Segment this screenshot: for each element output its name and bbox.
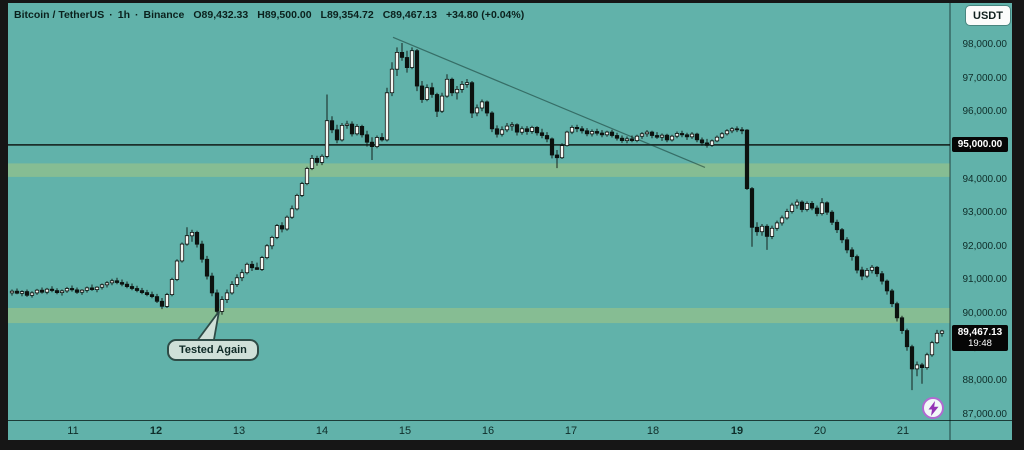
tested-again-callout[interactable]: Tested Again [167, 339, 259, 361]
candles [9, 43, 945, 391]
price-tick-label: 88,000.00 [962, 375, 1008, 386]
time-tick-label: 17 [564, 425, 578, 437]
time-tick-label: 19 [730, 425, 744, 437]
time-tick-label: 12 [149, 425, 163, 437]
time-tick-label: 15 [398, 425, 412, 437]
bar-countdown: 19:48 [968, 338, 992, 349]
legend-separator: · [109, 9, 113, 21]
ohlc-close: C89,467.13 [382, 9, 437, 21]
chart-background [8, 3, 1012, 440]
price-axis[interactable]: 98,000.00 97,000.00 96,000.00 95,000.00 94,0… [950, 3, 1012, 420]
price-tick-label: 90,000.00 [962, 308, 1008, 319]
time-tick-label: 16 [481, 425, 495, 437]
time-tick-label: 14 [315, 425, 329, 437]
time-axis[interactable]: 11 12 13 14 15 16 17 18 19 20 21 [8, 420, 1012, 441]
price-tick-label: 87,000.00 [962, 409, 1008, 420]
time-tick-label: 13 [232, 425, 246, 437]
interval-label: 1h [117, 9, 130, 21]
sr-zone-1[interactable] [8, 308, 950, 324]
time-tick-label: 18 [646, 425, 660, 437]
exchange-label: Binance [143, 9, 185, 21]
time-tick-label: 21 [896, 425, 910, 437]
ohlc-open: O89,432.33 [193, 9, 249, 21]
price-tick-label: 91,000.00 [962, 274, 1008, 285]
symbol-legend[interactable]: Bitcoin / TetherUS · 1h · Binance O89,43… [14, 8, 524, 22]
last-price-label: 89,467.13 19:48 [952, 325, 1008, 351]
sr-zone-0[interactable] [8, 163, 950, 177]
last-price-value: 89,467.13 [957, 327, 1003, 338]
price-change: +34.80 (+0.04%) [445, 9, 525, 21]
symbol-name: Bitcoin / TetherUS [14, 9, 105, 21]
price-tick-label: 97,000.00 [962, 73, 1008, 84]
highlighted-price-label[interactable]: 95,000.00 [952, 137, 1008, 152]
price-tick-label: 94,000.00 [962, 174, 1008, 185]
lightning-quick-trade-icon[interactable] [922, 397, 944, 419]
time-tick-label: 20 [813, 425, 827, 437]
ohlc-low: L89,354.72 [320, 9, 374, 21]
ohlc-high: H89,500.00 [257, 9, 312, 21]
descending-trendline[interactable] [392, 36, 706, 168]
price-tick-label: 93,000.00 [962, 207, 1008, 218]
price-tick-label: 92,000.00 [962, 241, 1008, 252]
price-tick-label: 98,000.00 [962, 39, 1008, 50]
legend-separator: · [135, 9, 139, 21]
lightning-bolt-icon [928, 400, 938, 416]
price-tick-label: 96,000.00 [962, 106, 1008, 117]
currency-usdt-button[interactable]: USDT [966, 6, 1010, 25]
time-tick-label: 11 [67, 425, 79, 437]
